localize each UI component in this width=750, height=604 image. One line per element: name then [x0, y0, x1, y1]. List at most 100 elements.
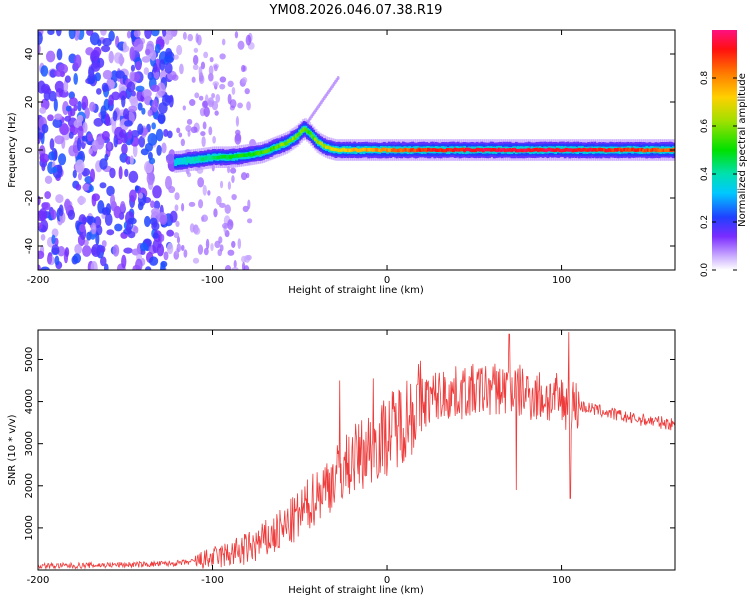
ridge-cell — [342, 147, 345, 152]
ridge-cell — [632, 148, 636, 152]
noise-blob — [171, 74, 179, 81]
ridge-cell — [353, 147, 356, 152]
ridge-cell — [518, 148, 521, 153]
noise-blob — [207, 100, 214, 106]
noise-blob — [44, 191, 52, 200]
ridge-cell — [543, 148, 547, 152]
ridge-cell — [373, 147, 377, 152]
noise-blob — [150, 84, 160, 93]
noise-blob — [62, 101, 69, 115]
ridge-cell — [412, 149, 416, 153]
ridge-cell — [438, 148, 441, 152]
ridge-cell — [496, 148, 499, 153]
noise-blob — [40, 65, 49, 77]
noise-blob — [51, 166, 58, 174]
ridge-cell — [359, 148, 363, 152]
noise-blob — [119, 201, 126, 213]
noise-blob — [109, 79, 115, 89]
noise-blob — [82, 245, 92, 257]
noise-blob — [40, 98, 50, 110]
ridge-cell — [579, 148, 583, 152]
ridge-cell — [196, 157, 199, 161]
noise-blob — [197, 244, 204, 255]
noise-blob — [156, 144, 162, 156]
noise-blob — [123, 247, 133, 254]
ridge-cell — [175, 159, 179, 164]
ridge-cell — [491, 148, 495, 152]
ridge-cell — [257, 152, 261, 156]
ridge-cell — [442, 149, 446, 153]
noise-blob — [138, 192, 144, 199]
ridge-cell — [394, 148, 397, 153]
ridge-cell — [667, 148, 671, 152]
ridge-cell — [609, 148, 613, 153]
noise-blob — [48, 151, 56, 161]
noise-blob — [183, 249, 188, 258]
noise-blob — [227, 80, 234, 88]
noise-blob — [99, 182, 107, 189]
noise-blob — [110, 194, 116, 208]
noise-blob — [119, 129, 127, 138]
noise-blob — [193, 47, 199, 53]
ridge-cell — [208, 156, 212, 161]
x-tick-label: 100 — [552, 575, 571, 586]
noise-blob — [166, 229, 175, 237]
noise-blob — [193, 227, 201, 235]
noise-blob — [38, 31, 43, 45]
noise-blob — [135, 85, 145, 92]
noise-blob — [216, 195, 222, 206]
ridge-cell — [502, 147, 506, 152]
ridge-cell — [423, 148, 427, 152]
ridge-cell — [185, 158, 188, 163]
noise-blob — [231, 240, 236, 248]
ridge-cell — [236, 154, 240, 158]
colorbar-label: Normalized spectral amplitude — [737, 73, 748, 227]
ridge-cell — [362, 147, 366, 152]
x-tick-label: 100 — [552, 275, 571, 286]
noise-blob — [167, 130, 173, 139]
ridge-cell — [329, 147, 333, 151]
ridge-cell — [439, 147, 443, 152]
y-tick-label: 5000 — [24, 347, 35, 372]
ridge-cell — [191, 158, 195, 162]
noise-blob — [96, 88, 102, 95]
ridge-cell — [588, 147, 592, 151]
noise-blob — [111, 91, 121, 101]
y-tick-label: -40 — [24, 238, 35, 254]
noise-blob — [150, 200, 155, 209]
ridge-cell — [238, 153, 242, 158]
ridge-cell — [513, 147, 517, 152]
streak-blob — [336, 76, 340, 80]
noise-blob — [105, 203, 112, 216]
ridge-cell — [343, 148, 347, 152]
snr-series-line — [38, 332, 675, 570]
noise-blob — [38, 222, 43, 230]
noise-blob — [198, 66, 203, 77]
noise-blob — [213, 64, 218, 72]
ridge-cell — [546, 148, 550, 152]
noise-blob — [91, 244, 101, 258]
noise-blob — [241, 261, 246, 270]
noise-blob — [196, 34, 202, 46]
ridge-cell — [585, 148, 589, 152]
noise-blob — [134, 185, 139, 192]
ridge-cell — [269, 147, 273, 151]
noise-blob — [245, 34, 252, 46]
ridge-cell — [456, 148, 460, 152]
noise-blob — [38, 43, 41, 55]
noise-blob — [237, 238, 242, 250]
noise-blob — [176, 44, 183, 56]
ridge-cell — [481, 148, 485, 153]
noise-blob — [151, 99, 159, 113]
ridge-cell — [434, 148, 438, 152]
ridge-cell — [302, 127, 306, 131]
noise-blob — [114, 223, 123, 232]
y-tick-label: -20 — [24, 190, 35, 206]
noise-blob — [65, 105, 71, 112]
ridge-cell — [207, 156, 210, 160]
noise-blob — [47, 114, 54, 122]
noise-blob — [106, 229, 115, 236]
noise-blob — [64, 247, 70, 257]
ridge-cell — [430, 148, 433, 152]
noise-blob — [127, 129, 133, 140]
